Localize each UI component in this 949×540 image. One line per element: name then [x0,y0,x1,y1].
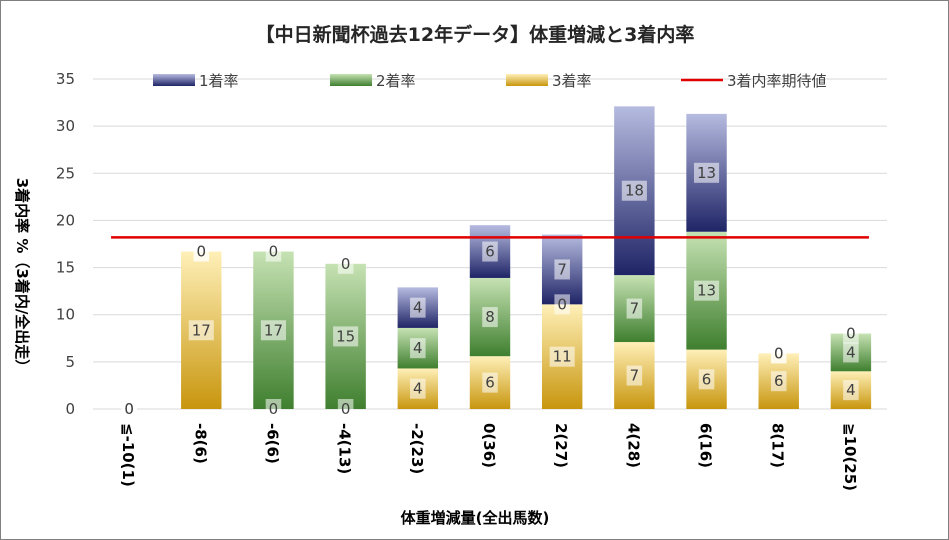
data-label-bg [188,320,214,341]
data-label-bg [621,180,647,201]
data-label: 17 [264,321,283,339]
data-label-bg [482,372,498,393]
data-label-bg [337,253,354,274]
data-label: 4 [846,343,856,361]
x-tick-label: 4(28) [624,423,642,468]
data-label-bg [770,343,787,364]
y-tick-label: 20 [56,211,75,229]
data-label: 0 [269,243,279,261]
data-label: 0 [846,325,856,343]
data-label: 4 [413,299,423,317]
y-axis-title: 3着内率 %（3着内/全出走） [13,178,31,375]
data-label-bg [193,241,210,262]
data-label-bg [693,280,720,301]
data-label: 11 [553,348,572,366]
data-label-bg [554,294,570,315]
legend-label: 3着率 [552,72,592,90]
bars [181,106,872,409]
y-tick-label: 35 [56,70,75,88]
data-label: 0 [124,400,134,418]
x-tick-label: -6(6) [263,423,281,464]
data-label-bg [265,399,282,419]
y-tick-label: 10 [56,306,75,324]
data-label: 4 [413,380,423,398]
data-label-bg [554,259,570,280]
data-label: 6 [485,243,495,261]
chart-title: 【中日新聞杯過去12年データ】体重増減と3着内率 [256,23,695,46]
legend-swatch-0 [153,74,195,86]
data-label-bg [843,323,859,344]
data-label: 6 [702,370,712,388]
y-tick-label: 25 [56,164,75,182]
data-label: 0 [774,344,784,362]
x-tick-label: 6(16) [697,423,715,468]
data-label: 15 [336,327,355,345]
legend-label: 2着率 [376,72,416,90]
data-label-bg [482,307,498,328]
data-label: 7 [630,367,640,385]
data-label-bg [693,162,720,183]
data-label-bg [333,326,359,347]
legend-swatch-2 [506,74,548,86]
data-label-bg [337,399,354,419]
data-label-bg [770,371,787,392]
data-label: 18 [625,182,644,200]
data-label-bg [410,297,426,318]
y-tick-label: 30 [56,117,75,135]
data-label-bg [626,298,643,319]
x-tick-label: 2(27) [552,423,570,468]
data-label: 0 [269,400,279,418]
data-label: 17 [192,321,211,339]
x-tick-label: 0(36) [480,423,498,468]
legend: 1着率 2着率 3着率 3着内率期待値 [153,72,827,90]
y-axis-ticks: 0 5 10 15 20 25 30 35 [56,70,75,418]
data-label: 13 [697,164,716,182]
x-tick-label: 8(17) [769,423,787,468]
data-label-bg [482,241,498,262]
data-label-bg [121,399,137,419]
x-tick-label: ≦-10(1) [119,423,137,487]
data-label-bg [843,380,859,401]
y-tick-label: 5 [65,353,75,371]
data-label: 0 [341,400,351,418]
data-label-bg [410,378,426,399]
data-label: 0 [557,295,567,313]
data-label: 4 [413,339,423,357]
x-axis-ticks: ≦-10(1) -8(6) -6(6) -4(13) -2(23) 0(36) 2(27) 4… [119,423,859,491]
legend-label: 3着内率期待値 [727,72,827,90]
data-label: 7 [630,300,640,318]
data-label: 0 [196,243,206,261]
legend-label: 1着率 [199,72,239,90]
x-tick-label: -4(13) [336,423,354,474]
data-label-bg [626,365,643,386]
data-label: 6 [774,372,784,390]
data-label-bg [260,320,287,341]
data-label-bg [410,338,426,359]
x-tick-label: ≧10(25) [841,423,859,491]
legend-swatch-1 [330,74,372,86]
data-label-bg [843,342,859,363]
data-labels: 0001700017001504446861107771861313600440 [121,162,859,419]
data-label: 8 [485,308,495,326]
data-label: 6 [485,374,495,392]
data-label-bg [549,346,575,367]
y-tick-label: 15 [56,259,75,277]
data-label-bg [698,369,715,390]
data-label-bg [265,241,282,262]
data-label: 0 [341,255,351,273]
data-label: 7 [557,260,567,278]
data-label: 4 [846,381,856,399]
y-tick-label: 0 [65,400,75,418]
x-tick-label: -8(6) [191,423,209,464]
x-tick-label: -2(23) [408,423,426,474]
x-axis-title: 体重増減量(全出馬数) [401,509,550,527]
data-label: 13 [697,282,716,300]
